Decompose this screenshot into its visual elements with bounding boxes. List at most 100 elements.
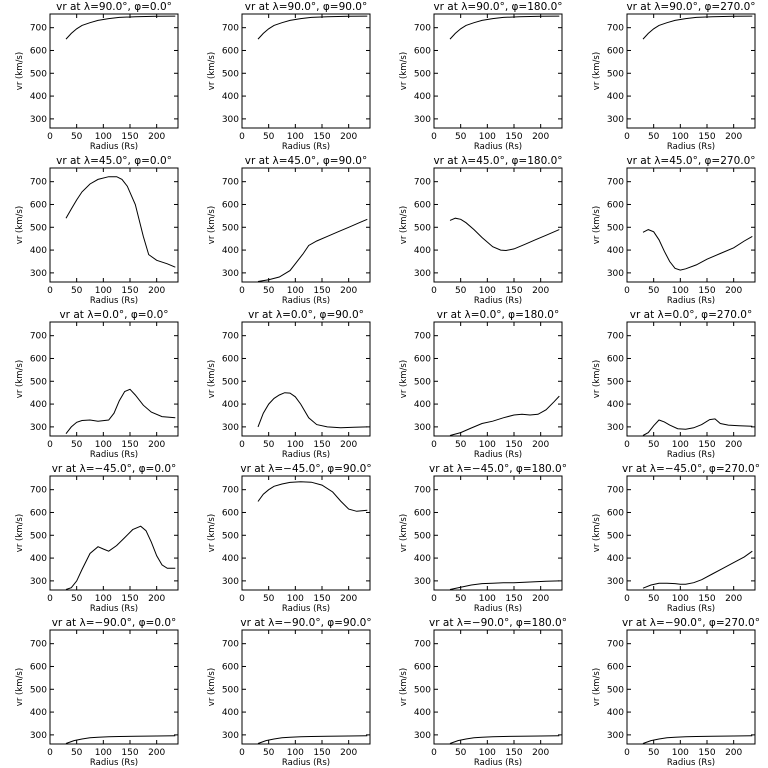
- y-tick-label: 600: [222, 508, 239, 518]
- x-axis-label: Radius (Rs): [667, 142, 715, 152]
- series-line: [65, 735, 176, 744]
- plot-frame: [626, 13, 756, 129]
- x-axis-label: Radius (Rs): [282, 758, 330, 768]
- y-tick-label: 700: [414, 24, 431, 34]
- y-tick-label: 500: [607, 377, 624, 387]
- y-tick-label: 400: [222, 92, 239, 102]
- series-line: [257, 218, 368, 282]
- y-tick-label: 300: [30, 269, 47, 279]
- y-tick-label: 500: [30, 377, 47, 387]
- panel-title: vr at λ=0.0°, φ=270.0°: [630, 309, 752, 321]
- x-tick-label: 200: [340, 286, 357, 296]
- y-tick-label: 400: [30, 708, 47, 718]
- x-tick-label: 150: [121, 440, 138, 450]
- x-tick-label: 200: [725, 286, 742, 296]
- y-tick-label: 700: [414, 640, 431, 650]
- series-line: [65, 525, 176, 590]
- y-axis-label: vr (km/s): [592, 206, 602, 244]
- x-tick-label: 100: [672, 132, 689, 142]
- x-axis-label: Radius (Rs): [282, 604, 330, 614]
- y-tick-label: 300: [222, 577, 239, 587]
- series-line: [257, 15, 368, 40]
- y-tick-label: 500: [222, 223, 239, 233]
- x-tick-label: 50: [71, 132, 83, 142]
- x-tick-label: 0: [239, 132, 245, 142]
- x-tick-label: 150: [698, 132, 715, 142]
- y-axis-label: vr (km/s): [15, 668, 25, 706]
- plot-frame: [626, 321, 756, 437]
- x-tick-label: 0: [47, 286, 53, 296]
- panel-2-3: vr at λ=0.0°, φ=270.0° 0 50 100 150 200 300 400…: [592, 309, 756, 460]
- x-axis-label: Radius (Rs): [282, 450, 330, 460]
- plot-frame: [241, 13, 371, 129]
- y-tick-label: 300: [607, 731, 624, 741]
- y-tick-label: 700: [607, 24, 624, 34]
- plot-frame: [49, 321, 179, 437]
- panel-title: vr at λ=45.0°, φ=180.0°: [433, 155, 562, 167]
- y-tick-label: 400: [30, 92, 47, 102]
- x-tick-label: 0: [47, 440, 53, 450]
- y-tick-label: 400: [414, 246, 431, 256]
- y-tick-label: 600: [30, 662, 47, 672]
- x-axis-label: Radius (Rs): [474, 450, 522, 460]
- x-tick-label: 150: [505, 286, 522, 296]
- panel-title: vr at λ=−45.0°, φ=270.0°: [622, 463, 760, 475]
- y-tick-label: 600: [414, 200, 431, 210]
- x-tick-label: 100: [95, 132, 112, 142]
- y-tick-label: 700: [607, 486, 624, 496]
- series-line: [642, 418, 753, 436]
- x-axis-label: Radius (Rs): [474, 142, 522, 152]
- y-tick-label: 400: [607, 92, 624, 102]
- y-axis-label: vr (km/s): [399, 52, 409, 90]
- y-axis-label: vr (km/s): [15, 514, 25, 552]
- y-tick-label: 600: [607, 354, 624, 364]
- y-axis-label: vr (km/s): [592, 668, 602, 706]
- series-line: [65, 176, 176, 268]
- x-tick-label: 0: [239, 748, 245, 758]
- x-axis-label: Radius (Rs): [282, 142, 330, 152]
- series-line: [642, 15, 753, 40]
- x-tick-label: 150: [121, 286, 138, 296]
- x-tick-label: 50: [263, 748, 275, 758]
- x-axis-label: Radius (Rs): [667, 758, 715, 768]
- y-tick-label: 600: [607, 662, 624, 672]
- x-tick-label: 150: [698, 440, 715, 450]
- x-tick-label: 100: [287, 132, 304, 142]
- y-tick-label: 600: [607, 200, 624, 210]
- panel-title: vr at λ=−45.0°, φ=0.0°: [52, 463, 177, 475]
- x-tick-label: 100: [287, 594, 304, 604]
- x-tick-label: 150: [505, 440, 522, 450]
- y-tick-label: 400: [30, 246, 47, 256]
- panel-2-0: vr at λ=0.0°, φ=0.0° 0 50 100 150 200 300 400 50…: [15, 309, 179, 460]
- y-tick-label: 400: [607, 246, 624, 256]
- y-tick-label: 300: [30, 115, 47, 125]
- x-tick-label: 200: [725, 132, 742, 142]
- panel-title: vr at λ=45.0°, φ=270.0°: [626, 155, 755, 167]
- panel-title: vr at λ=−90.0°, φ=0.0°: [52, 617, 177, 629]
- y-tick-label: 600: [222, 662, 239, 672]
- plot-frame: [433, 321, 563, 437]
- x-tick-label: 100: [95, 440, 112, 450]
- y-tick-label: 500: [607, 69, 624, 79]
- y-tick-label: 300: [30, 423, 47, 433]
- panel-2-2: vr at λ=0.0°, φ=180.0° 0 50 100 150 200 300 400…: [399, 309, 563, 460]
- plot-frame: [49, 167, 179, 283]
- y-axis-label: vr (km/s): [399, 514, 409, 552]
- panel-3-0: vr at λ=−45.0°, φ=0.0° 0 50 100 150 200 300 400…: [15, 463, 179, 614]
- plot-frame: [626, 629, 756, 745]
- x-tick-label: 200: [148, 594, 165, 604]
- y-tick-label: 500: [30, 685, 47, 695]
- x-axis-label: Radius (Rs): [90, 142, 138, 152]
- x-tick-label: 150: [698, 286, 715, 296]
- y-tick-label: 500: [607, 531, 624, 541]
- y-tick-label: 400: [30, 400, 47, 410]
- series-line: [449, 15, 560, 40]
- y-tick-label: 700: [222, 24, 239, 34]
- y-tick-label: 700: [30, 332, 47, 342]
- y-tick-label: 400: [414, 400, 431, 410]
- panel-3-3: vr at λ=−45.0°, φ=270.0° 0 50 100 150 200 300 4…: [592, 463, 760, 614]
- x-axis-label: Radius (Rs): [667, 450, 715, 460]
- y-tick-label: 500: [222, 377, 239, 387]
- x-tick-label: 0: [431, 594, 437, 604]
- x-tick-label: 50: [455, 440, 467, 450]
